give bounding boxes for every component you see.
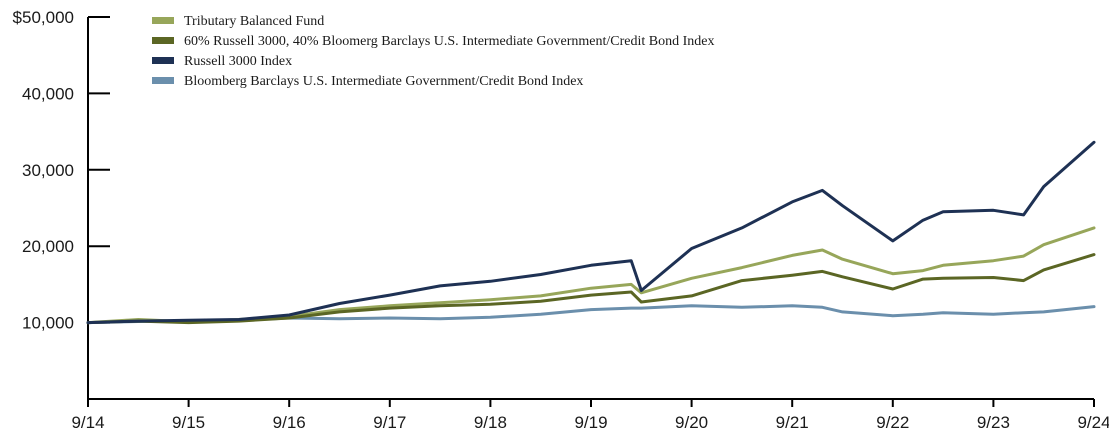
legend: Tributary Balanced Fund 60% Russell 3000,… [152,14,714,89]
x-tick-label: 9/16 [273,413,306,432]
y-axis: $50,000 40,000 30,000 20,000 10,000 [13,8,110,399]
x-tick-label: 9/18 [474,413,507,432]
x-tick-label: 9/22 [876,413,909,432]
y-tick-label: 30,000 [22,161,74,180]
legend-label: 60% Russell 3000, 40% Bloomerg Barclays … [184,34,714,49]
y-tick-label: 40,000 [22,84,74,103]
x-tick-label: 9/15 [172,413,205,432]
x-tick-label: 9/23 [977,413,1010,432]
x-tick-label: 9/14 [71,413,104,432]
legend-label: Russell 3000 Index [184,54,292,69]
legend-swatch [152,37,174,44]
series-line-1 [86,253,1096,325]
legend-label: Tributary Balanced Fund [184,14,324,29]
y-tick-label: $50,000 [13,8,74,27]
y-tick-label: 20,000 [22,237,74,256]
legend-swatch [152,17,174,24]
x-tick-label: 9/20 [675,413,708,432]
legend-swatch [152,77,174,84]
x-tick-label: 9/17 [373,413,406,432]
legend-label: Bloomberg Barclays U.S. Intermediate Gov… [184,74,583,89]
x-axis: 9/14 9/15 9/16 9/17 9/18 9/19 9/20 9/21 9/22 9/23… [71,398,1109,432]
y-tick-label: 10,000 [22,314,74,333]
x-tick-label: 9/19 [574,413,607,432]
series-line-2 [86,140,1096,325]
series-lines [86,140,1096,325]
x-tick-label: 9/24 [1077,413,1109,432]
x-tick-label: 9/21 [776,413,809,432]
legend-swatch [152,57,174,64]
